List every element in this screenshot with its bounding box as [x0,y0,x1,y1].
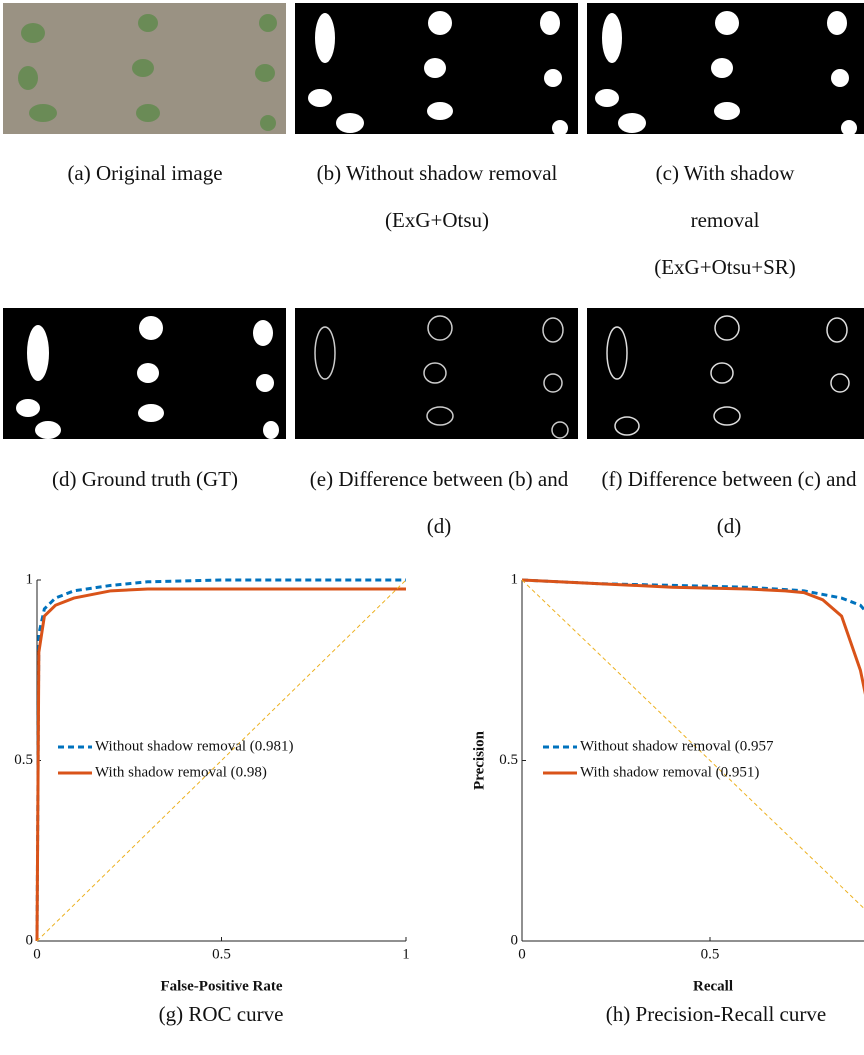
legend-label: With shadow removal (0.98) [95,764,267,780]
caption: (e) Difference between (b) and (d) [309,467,569,538]
series-line [35,587,406,942]
chart-caption: (g) ROC curve [159,1002,284,1026]
ground-truth-image [3,308,286,439]
y-tick-label: 0.5 [14,752,33,768]
series-line [521,578,864,695]
x-tick-label: 0 [33,946,41,962]
y-tick-label: 0 [511,932,519,948]
caption: (a) Original image [67,161,223,185]
legend-label: Without shadow removal (0.957 [580,738,774,754]
y-tick-label: 0.5 [499,752,518,768]
series-line [521,579,864,910]
caption: (d) Ground truth (GT) [51,467,239,491]
difference-image [587,308,864,439]
y-tick-label: 0 [26,932,34,948]
difference-image [295,308,578,439]
x-tick-label: 0 [518,946,526,962]
series-line [36,579,407,942]
x-axis-label: False-Positive Rate [160,978,282,994]
original-image [3,3,286,134]
charts: 0 0.5 1 0 0.5 1 Without shadow removal (0.981)… [14,571,864,1026]
x-tick-label: 1 [402,946,410,962]
series-line [35,578,406,942]
caption: (f) Difference between (c) and (d) [601,467,857,538]
x-tick-label: 0.5 [212,946,231,962]
y-tick-label: 1 [26,571,34,587]
segmentation-image [295,3,578,134]
chart-caption: (h) Precision-Recall curve [606,1002,826,1026]
x-axis-label: Recall [693,978,733,994]
caption: (b) Without shadow removal (ExG+Otsu) [316,161,558,232]
x-tick-label: 0.5 [701,946,720,962]
y-axis-label: Precision [471,730,487,790]
legend-label: Without shadow removal (0.981) [95,738,294,754]
caption: (c) With shadow removal (ExG+Otsu+SR) [654,161,796,279]
series-line [521,578,864,612]
segmentation-image [587,3,864,134]
legend-label: With shadow removal (0.951) [580,764,759,780]
y-tick-label: 1 [511,571,519,587]
